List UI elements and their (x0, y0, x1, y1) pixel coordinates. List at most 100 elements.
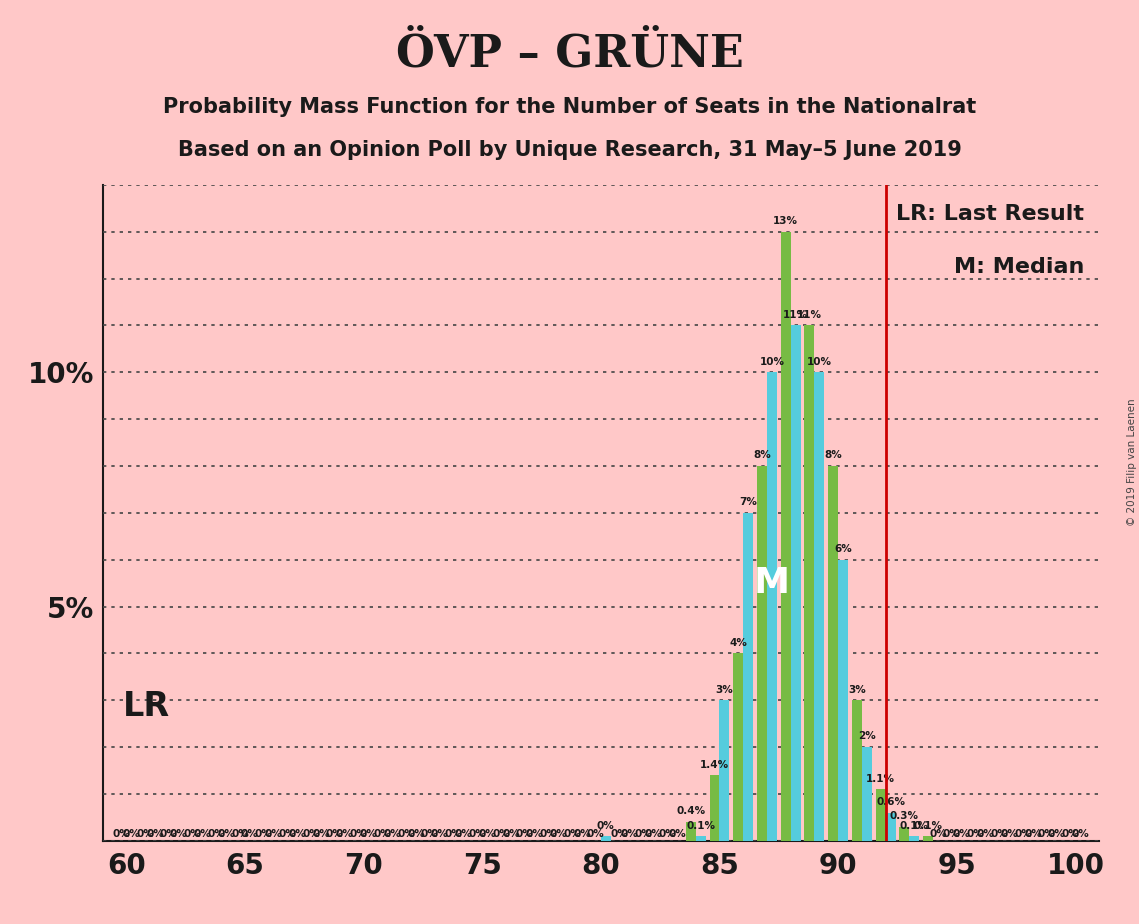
Text: 0%: 0% (407, 829, 425, 839)
Text: 0%: 0% (194, 829, 212, 839)
Text: 0%: 0% (943, 829, 960, 839)
Text: 0%: 0% (929, 829, 947, 839)
Text: 3%: 3% (715, 685, 734, 695)
Text: 0%: 0% (492, 829, 510, 839)
Text: 0%: 0% (241, 829, 259, 839)
Text: 0%: 0% (218, 829, 235, 839)
Text: 0%: 0% (360, 829, 377, 839)
Bar (780, 232, 790, 841)
Text: 0.3%: 0.3% (890, 811, 919, 821)
Text: 0.1%: 0.1% (686, 821, 715, 831)
Text: 13%: 13% (773, 216, 798, 226)
Text: 0%: 0% (549, 829, 567, 839)
Text: 0%: 0% (1072, 829, 1089, 839)
Text: 0%: 0% (1000, 829, 1018, 839)
Text: 0%: 0% (953, 829, 970, 839)
Bar (600, 836, 611, 841)
Text: 0%: 0% (597, 821, 615, 831)
Text: 10%: 10% (806, 357, 831, 367)
Text: 0%: 0% (976, 829, 994, 839)
Text: 11%: 11% (797, 310, 822, 320)
Bar (923, 836, 933, 841)
Text: 0%: 0% (990, 829, 1008, 839)
Text: 0%: 0% (302, 829, 320, 839)
Text: 0%: 0% (326, 829, 344, 839)
Text: 0.1%: 0.1% (900, 821, 928, 831)
Text: 0%: 0% (540, 829, 557, 839)
Text: 0%: 0% (967, 829, 984, 839)
Text: 4%: 4% (729, 638, 747, 648)
Text: 0%: 0% (170, 829, 188, 839)
Bar (734, 653, 744, 841)
Text: 10%: 10% (760, 357, 785, 367)
Bar (790, 325, 801, 841)
Text: 0%: 0% (1038, 829, 1056, 839)
Bar (804, 325, 814, 841)
Bar (710, 775, 720, 841)
Text: 1.4%: 1.4% (700, 760, 729, 770)
Text: 0%: 0% (444, 829, 462, 839)
Text: 0.1%: 0.1% (913, 821, 943, 831)
Text: LR: LR (123, 689, 170, 723)
Bar (900, 827, 909, 841)
Text: 0%: 0% (516, 829, 533, 839)
Bar (862, 748, 871, 841)
Text: 8%: 8% (753, 450, 771, 460)
Text: 0%: 0% (1048, 829, 1066, 839)
Text: 0%: 0% (231, 829, 248, 839)
Text: 0%: 0% (136, 829, 154, 839)
Bar (696, 836, 706, 841)
Text: 1.1%: 1.1% (866, 773, 895, 784)
Text: 3%: 3% (847, 685, 866, 695)
Text: Probability Mass Function for the Number of Seats in the Nationalrat: Probability Mass Function for the Number… (163, 97, 976, 117)
Text: 0%: 0% (478, 829, 497, 839)
Bar (720, 700, 729, 841)
Text: 0%: 0% (264, 829, 282, 839)
Text: 0%: 0% (159, 829, 178, 839)
Text: ÖVP – GRÜNE: ÖVP – GRÜNE (395, 32, 744, 76)
Bar (743, 513, 753, 841)
Text: 0%: 0% (645, 829, 662, 839)
Bar (828, 466, 838, 841)
Text: 0%: 0% (420, 829, 439, 839)
Bar (686, 822, 696, 841)
Bar (838, 560, 849, 841)
Text: 0%: 0% (113, 829, 130, 839)
Text: 0%: 0% (183, 829, 202, 839)
Text: 0%: 0% (350, 829, 368, 839)
Bar (909, 836, 919, 841)
Text: 0.6%: 0.6% (876, 797, 906, 807)
Text: 0%: 0% (669, 829, 686, 839)
Text: 0%: 0% (146, 829, 164, 839)
Text: 0.4%: 0.4% (677, 807, 705, 817)
Text: 0%: 0% (278, 829, 296, 839)
Text: 0%: 0% (374, 829, 391, 839)
Text: LR: Last Result: LR: Last Result (896, 204, 1084, 225)
Text: Based on an Opinion Poll by Unique Research, 31 May–5 June 2019: Based on an Opinion Poll by Unique Resea… (178, 140, 961, 161)
Text: 0%: 0% (336, 829, 354, 839)
Text: 11%: 11% (784, 310, 809, 320)
Text: 6%: 6% (834, 544, 852, 554)
Text: © 2019 Filip van Laenen: © 2019 Filip van Laenen (1126, 398, 1137, 526)
Bar (852, 700, 862, 841)
Text: M: Median: M: Median (953, 257, 1084, 277)
Text: 0%: 0% (634, 829, 653, 839)
Text: 0%: 0% (621, 829, 639, 839)
Text: 0%: 0% (1062, 829, 1080, 839)
Text: 0%: 0% (1014, 829, 1032, 839)
Text: 0%: 0% (526, 829, 543, 839)
Bar (767, 372, 777, 841)
Text: 0%: 0% (122, 829, 140, 839)
Text: 0%: 0% (398, 829, 415, 839)
Text: 0%: 0% (255, 829, 272, 839)
Text: 0%: 0% (468, 829, 486, 839)
Text: 0%: 0% (502, 829, 519, 839)
Text: 0%: 0% (587, 829, 605, 839)
Text: 8%: 8% (825, 450, 842, 460)
Text: 0%: 0% (384, 829, 401, 839)
Text: 0%: 0% (431, 829, 449, 839)
Text: 2%: 2% (858, 732, 876, 741)
Bar (757, 466, 767, 841)
Text: 0%: 0% (611, 829, 629, 839)
Text: 0%: 0% (312, 829, 330, 839)
